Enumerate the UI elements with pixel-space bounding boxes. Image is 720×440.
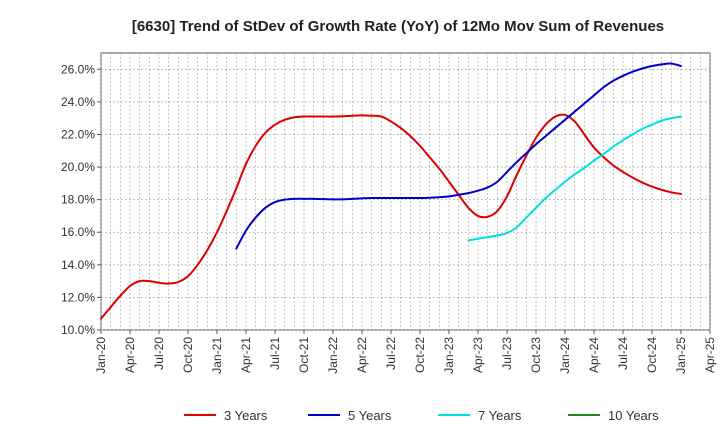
x-tick-label: Jul-21 [268, 337, 282, 370]
x-tick-label: Apr-22 [355, 337, 369, 373]
y-tick-label: 10.0% [61, 323, 95, 337]
x-tick-label: Oct-22 [413, 337, 427, 373]
y-tick-label: 14.0% [61, 258, 95, 272]
x-tick-label: Oct-24 [645, 337, 659, 373]
y-tick-label: 26.0% [61, 62, 95, 76]
y-tick-label: 24.0% [61, 95, 95, 109]
y-tick-label: 12.0% [61, 290, 95, 304]
x-tick-label: Jul-20 [152, 337, 166, 370]
x-tick-label: Jan-25 [674, 337, 688, 374]
series-line-3-years [100, 113, 682, 320]
y-tick-label: 16.0% [61, 225, 95, 239]
legend-label-7-years: 7 Years [478, 408, 522, 423]
legend-label-3-years: 3 Years [224, 408, 268, 423]
y-tick-label: 22.0% [61, 127, 95, 141]
series-line-7-years [467, 115, 682, 242]
x-tick-label: Oct-21 [297, 337, 311, 373]
legend: 3 Years 5 Years 7 Years 10 Years [184, 408, 659, 423]
x-tick-label: Oct-20 [181, 337, 195, 373]
x-tick-label: Jul-22 [384, 337, 398, 370]
x-tick-label: Apr-21 [239, 337, 253, 373]
tick-layer: 10.0% 12.0% 14.0% 16.0% 18.0% 20.0% 22.0% 24.0%… [61, 62, 717, 373]
x-tick-label: Apr-23 [471, 337, 485, 373]
x-tick-label: Jan-20 [94, 337, 108, 374]
plot-area [100, 52, 711, 331]
series-line-5-years [235, 62, 682, 250]
legend-label-10-years: 10 Years [608, 408, 659, 423]
x-tick-label: Jan-23 [442, 337, 456, 374]
x-tick-label: Jan-22 [326, 337, 340, 374]
chart-title: [6630] Trend of StDev of Growth Rate (Yo… [132, 18, 664, 35]
x-tick-label: Apr-25 [703, 337, 717, 373]
grid-layer [100, 53, 711, 331]
x-tick-label: Oct-23 [529, 337, 543, 373]
legend-label-5-years: 5 Years [348, 408, 392, 423]
x-tick-label: Jan-21 [210, 337, 224, 374]
y-tick-label: 20.0% [61, 160, 95, 174]
y-tick-label: 18.0% [61, 193, 95, 207]
x-tick-label: Apr-24 [587, 337, 601, 373]
x-tick-label: Apr-20 [123, 337, 137, 373]
x-tick-label: Jul-24 [616, 337, 630, 370]
x-tick-label: Jul-23 [500, 337, 514, 370]
series-layer [100, 62, 682, 320]
x-tick-label: Jan-24 [558, 337, 572, 374]
